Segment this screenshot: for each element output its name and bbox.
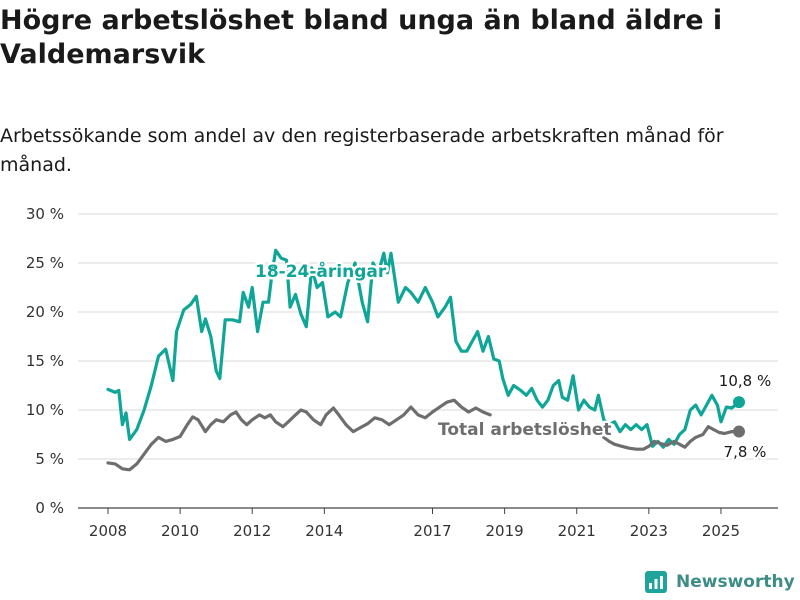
x-tick-label: 2010 (161, 522, 199, 540)
logo-text: Newsworthy (676, 572, 795, 592)
x-tick-label: 2014 (305, 522, 343, 540)
x-tick-label: 2023 (630, 522, 668, 540)
newsworthy-logo: Newsworthy (645, 571, 795, 593)
end-point-total (732, 425, 745, 438)
end-label-total: 7,8 % (724, 443, 767, 461)
bar-chart-icon (645, 571, 667, 593)
y-tick-label: 20 % (26, 303, 64, 321)
end-point-unga (732, 396, 745, 409)
x-tick-label: 2019 (486, 522, 524, 540)
label-total-halo: Total arbetslöshet (438, 420, 612, 440)
label-total: Total arbetslöshet (438, 420, 612, 440)
y-tick-label: 0 % (35, 499, 64, 517)
y-tick-label: 15 % (26, 352, 64, 370)
series-line-unga (106, 248, 741, 449)
x-tick-label: 2012 (233, 522, 271, 540)
series-line-total-continued (602, 425, 741, 451)
end-label-total-halo: 7,8 % (724, 443, 767, 461)
y-tick-label: 10 % (26, 401, 64, 419)
x-axis-ticks: 2008 2010 2012 2014 2017 2019 2021 2023 2025 (89, 508, 740, 540)
x-tick-label: 2021 (558, 522, 596, 540)
y-axis-ticks: 0 % 5 % 10 % 15 % 20 % 25 % 30 % (26, 205, 64, 517)
series-lines (106, 248, 745, 472)
label-unga: 18-24-åringar (255, 260, 387, 282)
label-unga-halo: 18-24-åringar (255, 260, 387, 282)
y-tick-label: 25 % (26, 254, 64, 272)
y-tick-label: 5 % (35, 450, 64, 468)
end-label-unga: 10,8 % (719, 372, 771, 390)
series-line-total (106, 398, 492, 472)
grid-lines (78, 213, 778, 509)
x-tick-label: 2017 (413, 522, 451, 540)
x-tick-label: 2025 (702, 522, 740, 540)
chart-title: Högre arbetslöshet bland unga än bland ä… (0, 5, 723, 70)
end-label-unga-halo: 10,8 % (719, 372, 771, 390)
y-tick-label: 30 % (26, 205, 64, 223)
x-tick-label: 2008 (89, 522, 127, 540)
chart-subtitle: Arbetssökande som andel av den registerb… (0, 125, 724, 176)
